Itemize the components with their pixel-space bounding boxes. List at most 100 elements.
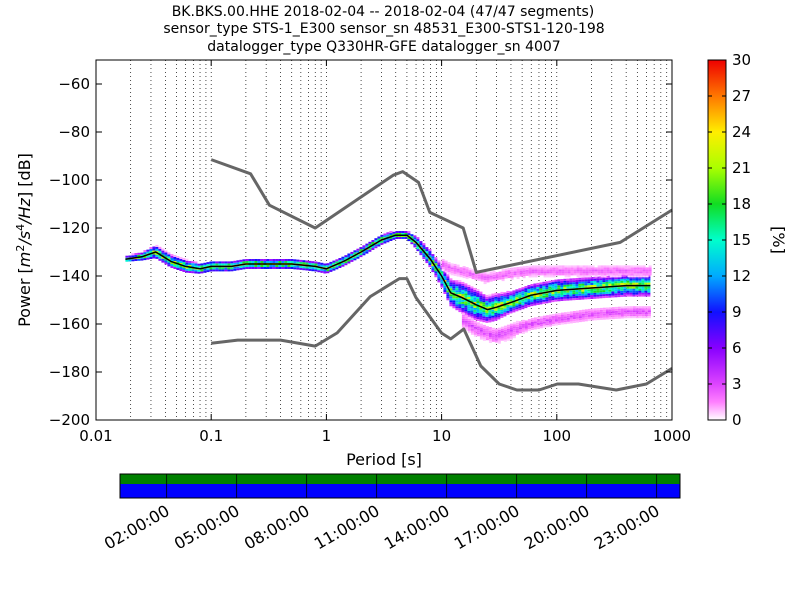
pdf-cell	[194, 271, 198, 274]
pdf-cell	[182, 270, 186, 272]
pdf-cell	[278, 265, 282, 267]
pdf-cell	[509, 333, 513, 336]
pdf-cell	[531, 269, 535, 272]
pdf-cell	[353, 256, 357, 259]
pdf-cell	[422, 245, 426, 248]
pdf-cell	[596, 310, 600, 313]
pdf-cell	[623, 314, 627, 317]
pdf-cell	[437, 262, 441, 265]
pdf-cell	[401, 235, 405, 237]
pdf-cell	[495, 276, 499, 279]
pdf-cell	[617, 281, 621, 284]
pdf-cell	[317, 268, 321, 271]
pdf-cell	[440, 271, 444, 274]
pdf-cell	[476, 332, 480, 335]
pdf-cell	[627, 275, 631, 278]
pdf-cell	[407, 231, 411, 234]
pdf-cell	[638, 306, 642, 309]
pdf-cell	[593, 278, 597, 281]
pdf-cell	[395, 231, 399, 233]
pdf-cell	[572, 290, 576, 293]
pdf-cell	[483, 274, 487, 277]
pdf-cell	[618, 269, 622, 272]
pdf-cell	[623, 288, 627, 291]
pdf-cell	[152, 252, 156, 255]
pdf-cell	[245, 267, 249, 269]
pdf-cell	[464, 326, 468, 329]
pdf-cell	[260, 261, 264, 263]
pdf-cell	[458, 290, 462, 293]
pdf-cell	[618, 275, 622, 278]
pdf-cell	[479, 307, 483, 310]
pdf-cell	[341, 256, 345, 259]
pdf-cell	[503, 314, 507, 317]
pdf-cell	[269, 259, 273, 261]
pdf-cell	[584, 279, 588, 282]
pdf-cell	[347, 259, 351, 262]
pdf-cell	[444, 270, 448, 273]
pdf-cell	[630, 267, 634, 270]
pdf-cell	[521, 299, 525, 302]
pdf-cell	[509, 293, 513, 296]
pdf-cell	[497, 333, 501, 336]
pdf-cell	[452, 288, 456, 291]
pdf-cell	[458, 288, 462, 291]
ylabel-prefix: Power [	[15, 267, 34, 327]
pdf-cell	[386, 232, 390, 235]
pdf-cell	[467, 314, 471, 317]
pdf-cell	[489, 275, 493, 278]
pdf-cell	[471, 275, 475, 278]
pdf-cell	[513, 275, 517, 278]
pdf-cell	[539, 318, 543, 321]
pdf-cell	[557, 319, 561, 321]
pdf-cell	[464, 313, 468, 316]
pdf-cell	[416, 237, 420, 240]
pdf-cell	[344, 263, 348, 266]
pdf-cell	[584, 313, 588, 316]
pdf-cell	[536, 296, 540, 299]
pdf-cell	[569, 282, 573, 285]
pdf-cell	[488, 331, 492, 333]
pdf-cell	[161, 252, 165, 255]
pdf-cell	[464, 309, 468, 312]
pdf-cell	[642, 265, 646, 268]
pdf-cell	[464, 314, 468, 317]
pdf-cell	[635, 314, 639, 317]
pdf-cell	[561, 265, 565, 268]
pdf-cell	[482, 316, 486, 319]
pdf-cell	[158, 248, 162, 251]
pdf-cell	[494, 304, 498, 307]
pdf-cell	[566, 278, 570, 281]
pdf-cell	[566, 290, 570, 293]
pdf-cell	[479, 291, 483, 294]
pdf-cell	[506, 306, 510, 309]
pdf-cell	[476, 309, 480, 311]
pdf-cell	[615, 269, 619, 272]
pdf-cell	[617, 314, 621, 317]
pdf-cell	[537, 267, 541, 270]
pdf-cell	[497, 337, 501, 340]
pdf-cell	[617, 306, 621, 309]
pdf-cell	[572, 294, 576, 297]
pdf-cell	[455, 288, 459, 291]
pdf-cell	[551, 324, 555, 326]
pdf-cell	[534, 273, 538, 276]
pdf-cell	[143, 256, 147, 259]
pdf-cell	[584, 297, 588, 300]
pdf-cell	[536, 318, 540, 321]
pdf-cell	[626, 288, 630, 291]
pdf-cell	[503, 331, 507, 334]
pdf-cell	[479, 311, 483, 314]
pdf-cell	[380, 234, 384, 237]
pdf-cell	[404, 231, 408, 233]
pdf-cell	[629, 314, 633, 317]
pdf-cell	[522, 268, 526, 271]
pdf-cell	[480, 275, 484, 278]
pdf-cell	[536, 288, 540, 291]
pdf-cell	[515, 322, 519, 325]
pdf-cell	[444, 262, 448, 265]
pdf-cell	[383, 239, 387, 242]
pdf-cell	[167, 262, 171, 265]
pdf-cell	[491, 329, 495, 332]
pdf-cell	[590, 318, 594, 321]
